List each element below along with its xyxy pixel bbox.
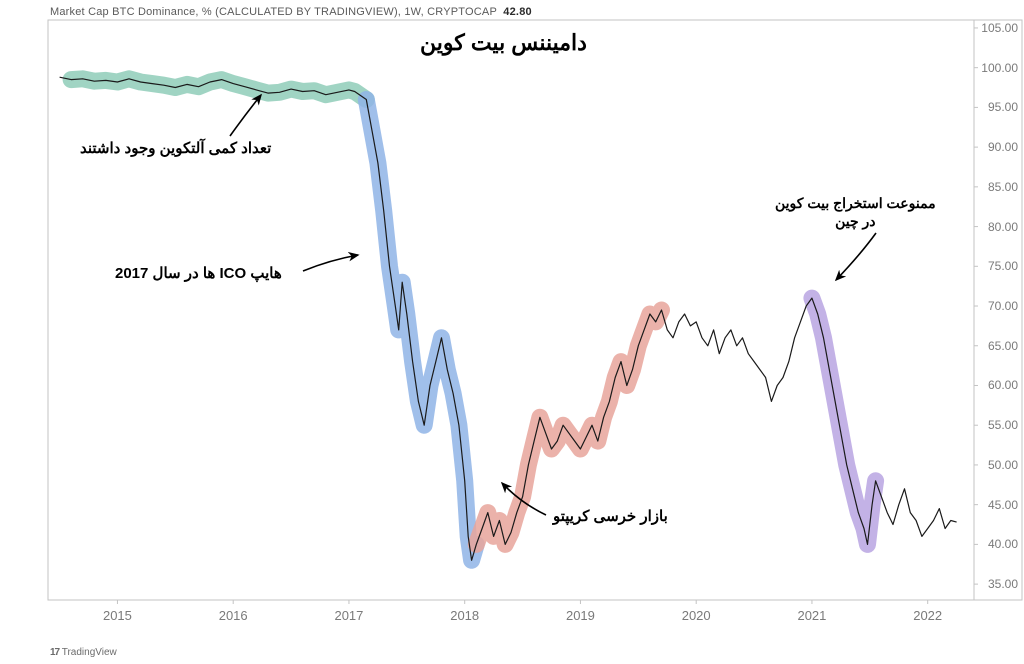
y-tick-65: 65.00 xyxy=(978,339,1018,353)
y-tick-35: 35.00 xyxy=(978,577,1018,591)
y-tick-85: 85.00 xyxy=(978,180,1018,194)
y-tick-75: 75.00 xyxy=(978,259,1018,273)
last-value: 42.80 xyxy=(503,6,532,18)
y-tick-40: 40.00 xyxy=(978,537,1018,551)
x-tick-2016: 2016 xyxy=(219,608,248,623)
y-tick-45: 45.00 xyxy=(978,498,1018,512)
annotation-few-altcoins-label: تعداد کمی آلتکوین وجود داشتند xyxy=(80,140,271,159)
arrow-china-ban-label xyxy=(836,233,876,280)
highlight-ico-hype xyxy=(366,100,476,561)
y-tick-95: 95.00 xyxy=(978,100,1018,114)
symbol-description: Market Cap BTC Dominance, % (CALCULATED … xyxy=(50,6,497,18)
chart-header: Market Cap BTC Dominance, % (CALCULATED … xyxy=(50,6,532,18)
annotation-bear-market-label: بازار خرسی کریپتو xyxy=(553,508,668,527)
annotation-china-ban-label: ممنوعت استخراج بیت کویندر چین xyxy=(775,195,936,230)
y-tick-55: 55.00 xyxy=(978,418,1018,432)
y-tick-50: 50.00 xyxy=(978,458,1018,472)
chart-title: دامیننس بیت کوین xyxy=(420,30,587,56)
annotation-ico-hype-label: هایپ ICO ها در سال 2017 xyxy=(115,265,282,284)
x-tick-2019: 2019 xyxy=(566,608,595,623)
y-tick-105: 105.00 xyxy=(978,21,1018,35)
chart-root: Market Cap BTC Dominance, % (CALCULATED … xyxy=(0,0,1024,664)
x-tick-2017: 2017 xyxy=(334,608,363,623)
x-tick-2021: 2021 xyxy=(797,608,826,623)
x-tick-2018: 2018 xyxy=(450,608,479,623)
y-tick-90: 90.00 xyxy=(978,140,1018,154)
arrow-few-altcoins-label xyxy=(230,95,261,136)
x-tick-2022: 2022 xyxy=(913,608,942,623)
y-tick-100: 100.00 xyxy=(978,61,1018,75)
y-tick-60: 60.00 xyxy=(978,378,1018,392)
chart-svg xyxy=(0,0,1024,664)
x-tick-2020: 2020 xyxy=(682,608,711,623)
highlight-china-ban xyxy=(812,298,876,544)
y-tick-80: 80.00 xyxy=(978,220,1018,234)
tradingview-brand: 17 TradingView xyxy=(50,647,117,658)
y-tick-70: 70.00 xyxy=(978,299,1018,313)
x-tick-2015: 2015 xyxy=(103,608,132,623)
arrow-ico-hype-label xyxy=(303,255,358,271)
